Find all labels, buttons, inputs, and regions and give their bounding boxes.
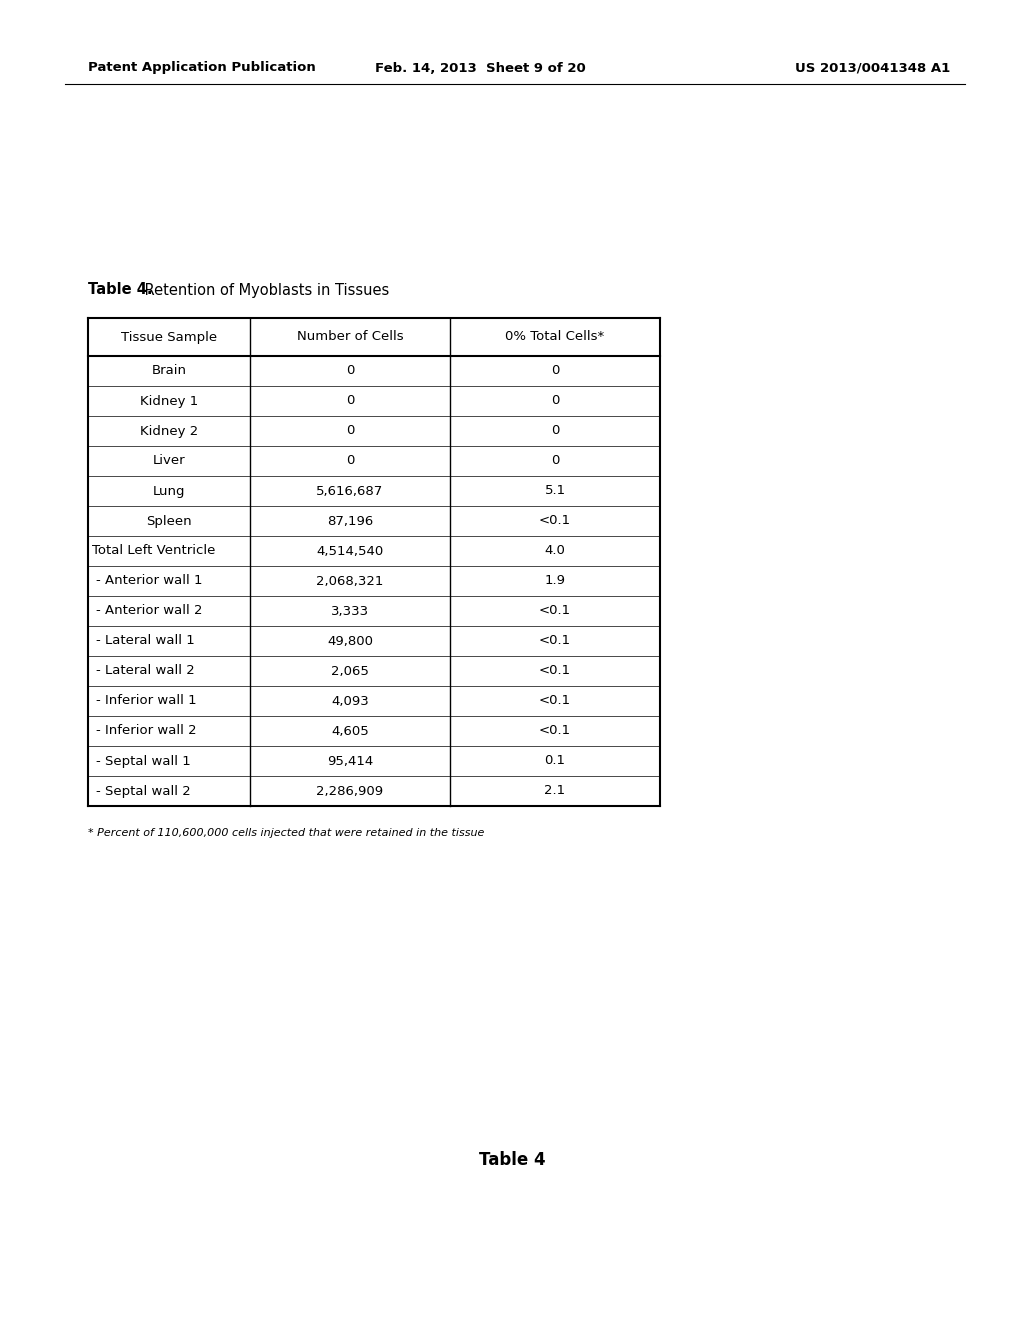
Text: 4,514,540: 4,514,540 bbox=[316, 544, 384, 557]
Text: Lung: Lung bbox=[153, 484, 185, 498]
Text: 0: 0 bbox=[551, 425, 559, 437]
Text: 87,196: 87,196 bbox=[327, 515, 373, 528]
Text: 2,065: 2,065 bbox=[331, 664, 369, 677]
Text: - Anterior wall 2: - Anterior wall 2 bbox=[96, 605, 203, 618]
Text: 4,093: 4,093 bbox=[331, 694, 369, 708]
Text: Kidney 1: Kidney 1 bbox=[140, 395, 198, 408]
Text: Number of Cells: Number of Cells bbox=[297, 330, 403, 343]
Text: - Lateral wall 2: - Lateral wall 2 bbox=[96, 664, 195, 677]
Text: 5.1: 5.1 bbox=[545, 484, 565, 498]
Text: <0.1: <0.1 bbox=[539, 725, 571, 738]
Text: 0: 0 bbox=[346, 395, 354, 408]
Text: - Lateral wall 1: - Lateral wall 1 bbox=[96, 635, 195, 648]
Text: 4.0: 4.0 bbox=[545, 544, 565, 557]
Text: - Inferior wall 1: - Inferior wall 1 bbox=[96, 694, 197, 708]
Text: US 2013/0041348 A1: US 2013/0041348 A1 bbox=[795, 62, 950, 74]
Text: - Septal wall 2: - Septal wall 2 bbox=[96, 784, 190, 797]
Text: Kidney 2: Kidney 2 bbox=[140, 425, 198, 437]
Text: <0.1: <0.1 bbox=[539, 515, 571, 528]
Text: <0.1: <0.1 bbox=[539, 635, 571, 648]
Text: 0: 0 bbox=[346, 364, 354, 378]
Text: Brain: Brain bbox=[152, 364, 186, 378]
Text: - Anterior wall 1: - Anterior wall 1 bbox=[96, 574, 203, 587]
Text: 0: 0 bbox=[551, 454, 559, 467]
Text: <0.1: <0.1 bbox=[539, 605, 571, 618]
Text: - Inferior wall 2: - Inferior wall 2 bbox=[96, 725, 197, 738]
Text: 3,333: 3,333 bbox=[331, 605, 369, 618]
Text: Tissue Sample: Tissue Sample bbox=[121, 330, 217, 343]
Text: * Percent of 110,600,000 cells injected that were retained in the tissue: * Percent of 110,600,000 cells injected … bbox=[88, 828, 484, 838]
Text: 4,605: 4,605 bbox=[331, 725, 369, 738]
Text: <0.1: <0.1 bbox=[539, 664, 571, 677]
Text: 5,616,687: 5,616,687 bbox=[316, 484, 384, 498]
Text: 0.1: 0.1 bbox=[545, 755, 565, 767]
Text: 1.9: 1.9 bbox=[545, 574, 565, 587]
Text: Table 4: Table 4 bbox=[478, 1151, 546, 1170]
Text: 49,800: 49,800 bbox=[327, 635, 373, 648]
Text: <0.1: <0.1 bbox=[539, 694, 571, 708]
Text: Patent Application Publication: Patent Application Publication bbox=[88, 62, 315, 74]
Text: - Septal wall 1: - Septal wall 1 bbox=[96, 755, 190, 767]
Text: 0: 0 bbox=[346, 454, 354, 467]
Text: Feb. 14, 2013  Sheet 9 of 20: Feb. 14, 2013 Sheet 9 of 20 bbox=[375, 62, 586, 74]
Text: Total Left Ventricle: Total Left Ventricle bbox=[92, 544, 215, 557]
Text: 95,414: 95,414 bbox=[327, 755, 373, 767]
Text: 0: 0 bbox=[346, 425, 354, 437]
Text: 0% Total Cells*: 0% Total Cells* bbox=[506, 330, 604, 343]
Text: Table 4.: Table 4. bbox=[88, 282, 153, 297]
Text: Liver: Liver bbox=[153, 454, 185, 467]
Text: Spleen: Spleen bbox=[146, 515, 191, 528]
Text: 2,286,909: 2,286,909 bbox=[316, 784, 384, 797]
Text: 2.1: 2.1 bbox=[545, 784, 565, 797]
Text: 0: 0 bbox=[551, 395, 559, 408]
Text: 0: 0 bbox=[551, 364, 559, 378]
Text: 2,068,321: 2,068,321 bbox=[316, 574, 384, 587]
Text: Retention of Myoblasts in Tissues: Retention of Myoblasts in Tissues bbox=[140, 282, 389, 297]
